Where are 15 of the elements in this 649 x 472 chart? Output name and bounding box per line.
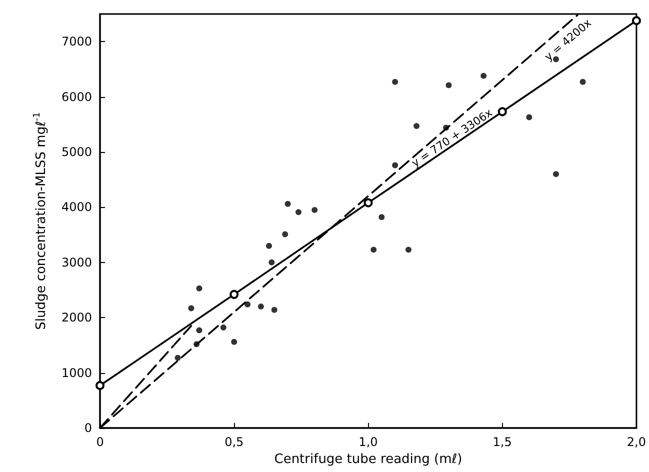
y-tick-label: 3000	[61, 255, 92, 270]
x-tick-label: 0	[96, 435, 104, 449]
y-tick-label: 6000	[61, 90, 92, 104]
y-tick-label: 2000	[61, 310, 92, 325]
x-axis-title: Centrifuge tube reading (mℓ)	[274, 452, 462, 467]
y-tick-label: 1000	[61, 366, 92, 380]
x-tick-label: 1,0	[358, 435, 378, 449]
y-tick-label: 7000	[61, 34, 92, 49]
y-axis-title: Sludge concentration-MLSS mgℓ-1	[32, 112, 49, 330]
y-tick-label: 0	[84, 421, 92, 435]
x-tick-label: 0,5	[224, 435, 244, 449]
x-tick-label: 2,0	[626, 435, 646, 449]
x-tick-label: 1,5	[492, 435, 512, 449]
y-tick-label: 4000	[61, 200, 92, 214]
y-tick-label: 5000	[61, 145, 92, 159]
